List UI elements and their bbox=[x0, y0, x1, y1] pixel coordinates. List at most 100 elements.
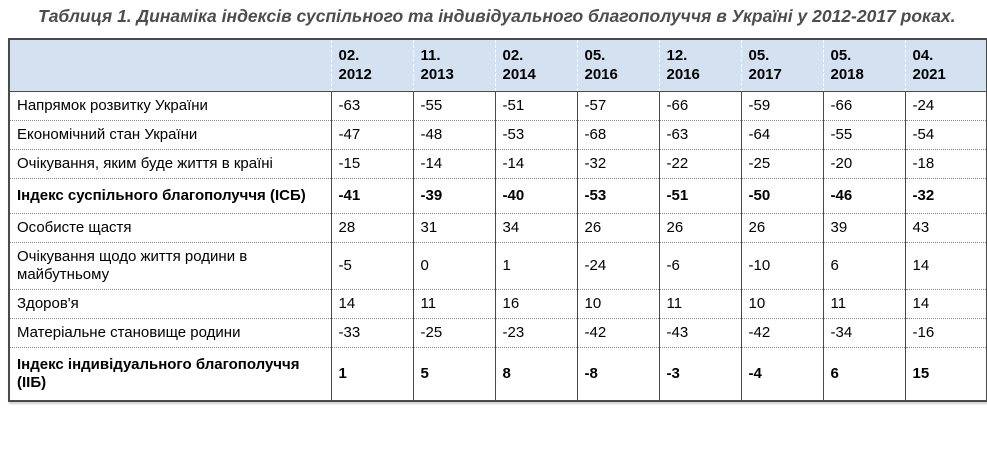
value-cell: -3 bbox=[658, 346, 741, 401]
value-cell: -24 bbox=[904, 90, 987, 121]
value-cell: -55 bbox=[822, 119, 905, 150]
column-header-12-2016: 12. 2016 bbox=[658, 38, 742, 92]
row-label: Очікування щодо життя родини в майбутньо… bbox=[9, 241, 331, 290]
value-cell: -14 bbox=[494, 148, 577, 179]
value-cell: 10 bbox=[740, 288, 823, 319]
value-cell: -54 bbox=[904, 119, 987, 150]
value-cell: -32 bbox=[576, 148, 659, 179]
value-cell: -55 bbox=[412, 90, 495, 121]
value-cell: 6 bbox=[822, 346, 905, 401]
value-cell: -48 bbox=[412, 119, 495, 150]
value-cell: 14 bbox=[330, 288, 413, 319]
value-cell: -10 bbox=[740, 241, 823, 290]
value-cell: -42 bbox=[576, 317, 659, 348]
value-cell: -14 bbox=[412, 148, 495, 179]
value-cell: -66 bbox=[658, 90, 741, 121]
value-cell: -64 bbox=[740, 119, 823, 150]
value-cell: -16 bbox=[904, 317, 987, 348]
table-header: 02. 2012 11. 2013 02. 2014 05. 2016 12. … bbox=[8, 38, 987, 92]
value-cell: -59 bbox=[740, 90, 823, 121]
value-cell: 43 bbox=[904, 212, 987, 243]
table-row-economy: Економічний стан України -47 -48 -53 -68… bbox=[9, 119, 987, 150]
table-row-health: Здоров'я 14 11 16 10 11 10 11 14 bbox=[9, 288, 987, 319]
value-cell: -33 bbox=[330, 317, 413, 348]
value-cell: -4 bbox=[740, 346, 823, 401]
value-cell: 26 bbox=[740, 212, 823, 243]
value-cell: -46 bbox=[822, 177, 905, 214]
value-cell: 34 bbox=[494, 212, 577, 243]
value-cell: -23 bbox=[494, 317, 577, 348]
table-row-family-future-expectations: Очікування щодо життя родини в майбутньо… bbox=[9, 241, 987, 290]
row-label: Здоров'я bbox=[9, 288, 331, 319]
value-cell: 15 bbox=[904, 346, 987, 401]
value-cell: -34 bbox=[822, 317, 905, 348]
row-label: Особисте щастя bbox=[9, 212, 331, 243]
corner-cell bbox=[8, 38, 332, 92]
value-cell: -50 bbox=[740, 177, 823, 214]
value-cell: -39 bbox=[412, 177, 495, 214]
table-row-index-isb: Індекс суспільного благополуччя (ІСБ) -4… bbox=[9, 177, 987, 214]
value-cell: 1 bbox=[330, 346, 413, 401]
table-row-life-expectations-country: Очікування, яким буде життя в країні -15… bbox=[9, 148, 987, 179]
page: Таблиця 1. Динаміка індексів суспільного… bbox=[8, 6, 987, 402]
value-cell: -25 bbox=[740, 148, 823, 179]
value-cell: -20 bbox=[822, 148, 905, 179]
row-label: Матеріальне становище родини bbox=[9, 317, 331, 348]
table-row-direction: Напрямок розвитку України -63 -55 -51 -5… bbox=[9, 90, 987, 121]
row-label: Економічний стан України bbox=[9, 119, 331, 150]
column-header-11-2013: 11. 2013 bbox=[412, 38, 496, 92]
value-cell: -18 bbox=[904, 148, 987, 179]
value-cell: -25 bbox=[412, 317, 495, 348]
value-cell: 10 bbox=[576, 288, 659, 319]
row-label: Індекс суспільного благополуччя (ІСБ) bbox=[9, 177, 331, 214]
value-cell: 1 bbox=[494, 241, 577, 290]
value-cell: 39 bbox=[822, 212, 905, 243]
value-cell: -15 bbox=[330, 148, 413, 179]
value-cell: -41 bbox=[330, 177, 413, 214]
value-cell: 28 bbox=[330, 212, 413, 243]
value-cell: -68 bbox=[576, 119, 659, 150]
column-header-05-2017: 05. 2017 bbox=[740, 38, 824, 92]
value-cell: -24 bbox=[576, 241, 659, 290]
value-cell: -66 bbox=[822, 90, 905, 121]
value-cell: 5 bbox=[412, 346, 495, 401]
value-cell: 6 bbox=[822, 241, 905, 290]
table-row-index-iib: Індекс індивідуального благополуччя (ІІБ… bbox=[9, 346, 987, 401]
row-label: Очікування, яким буде життя в країні bbox=[9, 148, 331, 179]
value-cell: -43 bbox=[658, 317, 741, 348]
row-label: Індекс індивідуального благополуччя (ІІБ… bbox=[9, 346, 331, 401]
value-cell: 26 bbox=[576, 212, 659, 243]
column-header-02-2012: 02. 2012 bbox=[330, 38, 414, 92]
wellbeing-table: 02. 2012 11. 2013 02. 2014 05. 2016 12. … bbox=[8, 37, 987, 402]
value-cell: -22 bbox=[658, 148, 741, 179]
value-cell: -53 bbox=[576, 177, 659, 214]
column-header-05-2016: 05. 2016 bbox=[576, 38, 660, 92]
row-label: Напрямок розвитку України bbox=[9, 90, 331, 121]
value-cell: -6 bbox=[658, 241, 741, 290]
table-row-personal-happiness: Особисте щастя 28 31 34 26 26 26 39 43 bbox=[9, 212, 987, 243]
value-cell: -32 bbox=[904, 177, 987, 214]
value-cell: -51 bbox=[494, 90, 577, 121]
value-cell: -5 bbox=[330, 241, 413, 290]
value-cell: 31 bbox=[412, 212, 495, 243]
table-caption: Таблиця 1. Динаміка індексів суспільного… bbox=[38, 6, 956, 26]
value-cell: -63 bbox=[330, 90, 413, 121]
value-cell: 11 bbox=[658, 288, 741, 319]
value-cell: 8 bbox=[494, 346, 577, 401]
header-row: 02. 2012 11. 2013 02. 2014 05. 2016 12. … bbox=[8, 38, 987, 92]
column-header-04-2021: 04. 2021 bbox=[904, 38, 987, 92]
value-cell: 14 bbox=[904, 241, 987, 290]
value-cell: -42 bbox=[740, 317, 823, 348]
value-cell: -57 bbox=[576, 90, 659, 121]
value-cell: -40 bbox=[494, 177, 577, 214]
value-cell: 11 bbox=[412, 288, 495, 319]
column-header-02-2014: 02. 2014 bbox=[494, 38, 578, 92]
value-cell: -51 bbox=[658, 177, 741, 214]
value-cell: -63 bbox=[658, 119, 741, 150]
value-cell: 16 bbox=[494, 288, 577, 319]
value-cell: -53 bbox=[494, 119, 577, 150]
table-row-material-situation: Матеріальне становище родини -33 -25 -23… bbox=[9, 317, 987, 348]
value-cell: 14 bbox=[904, 288, 987, 319]
value-cell: 26 bbox=[658, 212, 741, 243]
value-cell: 11 bbox=[822, 288, 905, 319]
